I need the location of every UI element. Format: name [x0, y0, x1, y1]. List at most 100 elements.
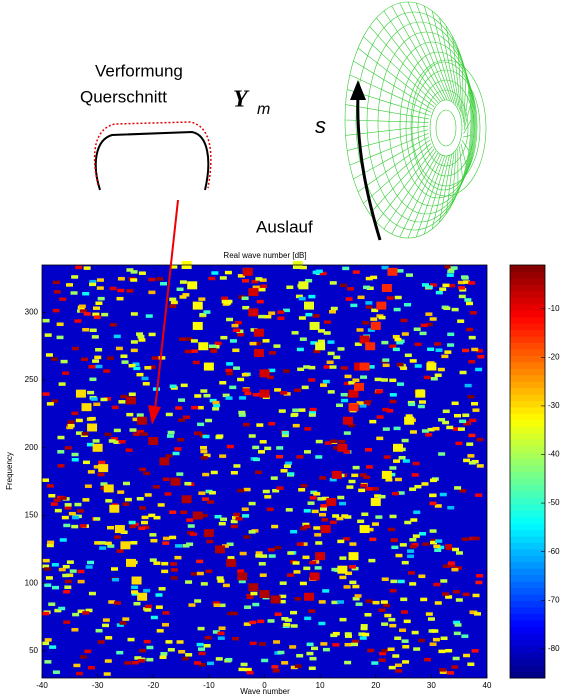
texture-cell: [254, 470, 262, 475]
texture-cell: [258, 450, 266, 454]
mesh-line: [369, 146, 433, 214]
mesh-line: [446, 153, 455, 214]
texture-cell: [82, 498, 90, 502]
texture-cell: [376, 415, 384, 419]
texture-cell: [461, 634, 469, 638]
texture-cell: [184, 481, 192, 486]
colorbar-slice: [510, 503, 545, 511]
texture-cell: [354, 342, 362, 346]
texture-cell: [466, 327, 474, 332]
texture-cell: [52, 280, 60, 285]
texture-cell: [42, 641, 50, 646]
texture-cell: [87, 390, 95, 395]
texture-cell: [299, 337, 307, 341]
texture-cell: [140, 520, 148, 525]
texture-cell: [143, 639, 151, 644]
texture-cell: [464, 298, 472, 302]
colorbar-slice: [510, 523, 545, 531]
texture-cell: [445, 546, 453, 551]
texture-cell: [97, 296, 105, 301]
texture-cell: [110, 437, 118, 441]
texture-cell: [319, 476, 327, 480]
colorbar-slice: [510, 348, 545, 356]
texture-cell: [268, 351, 276, 355]
texture-cell: [59, 297, 67, 301]
texture-cell: [185, 580, 193, 584]
texture-cell: [109, 323, 117, 327]
texture-cell: [208, 276, 216, 281]
texture-cell: [351, 566, 359, 571]
texture-cell: [224, 270, 232, 275]
x-axis-label: Wave number: [240, 687, 290, 696]
texture-cell: [218, 626, 226, 630]
colorbar-slice: [510, 471, 545, 479]
mesh-line: [431, 10, 457, 105]
chart-title: Real wave number [dB]: [223, 251, 306, 260]
texture-cell: [329, 281, 337, 285]
texture-cell: [358, 488, 366, 493]
texture-cell: [149, 558, 157, 562]
texture-cell: [82, 291, 90, 296]
texture-cell: [271, 524, 279, 529]
texture-cell: [458, 294, 466, 299]
texture-cell: [397, 382, 405, 386]
texture-cell: [169, 297, 177, 302]
texture-cell: [387, 527, 395, 532]
texture-cell: [468, 461, 476, 465]
colorbar-tick-label: -40: [548, 450, 560, 459]
texture-cell: [359, 473, 367, 477]
texture-cell: [389, 344, 397, 348]
texture-cell: [90, 397, 98, 401]
x-tick-label: 20: [371, 681, 380, 690]
texture-cell: [108, 439, 116, 443]
colorbar-slice: [510, 516, 545, 524]
texture-cell: [160, 281, 168, 286]
colorbar-slice: [510, 271, 545, 279]
texture-cell: [350, 642, 358, 647]
texture-cell: [176, 287, 184, 292]
texture-cell: [259, 573, 267, 577]
texture-cell: [319, 512, 327, 517]
texture-cell: [169, 535, 177, 540]
texture-cell: [467, 662, 475, 666]
texture-cell: [299, 526, 307, 531]
texture-cell: [64, 579, 72, 584]
texture-cell: [292, 561, 300, 565]
texture-cell: [282, 308, 290, 313]
mesh-ring: [410, 61, 478, 191]
texture-cell: [429, 317, 437, 321]
texture-cell: [409, 582, 417, 586]
texture-cell: [359, 404, 367, 408]
texture-cell: [139, 648, 147, 653]
texture-cell: [197, 422, 205, 427]
texture-cell: [124, 497, 132, 502]
colorbar-slice: [510, 265, 545, 272]
texture-cell: [46, 402, 54, 406]
texture-cell: [435, 348, 443, 352]
texture-cell: [392, 347, 400, 352]
texture-cell: [132, 432, 140, 436]
texture-cell: [420, 597, 428, 602]
texture-cell: [472, 536, 480, 541]
texture-cell: [130, 270, 138, 274]
texture-cell: [468, 433, 476, 438]
texture-cell: [476, 437, 484, 442]
texture-cell: [100, 482, 108, 486]
texture-cell: [71, 411, 79, 416]
ridge-cell: [109, 504, 120, 513]
texture-cell: [217, 579, 225, 583]
texture-cell: [71, 452, 79, 457]
texture-cell: [298, 296, 306, 301]
texture-cell: [188, 603, 196, 607]
texture-cell: [374, 377, 382, 382]
texture-cell: [315, 541, 323, 545]
texture-cell: [379, 651, 387, 656]
texture-cell: [258, 562, 266, 566]
texture-cell: [126, 289, 134, 293]
texture-cell: [294, 597, 302, 601]
texture-cell: [401, 560, 409, 565]
texture-cell: [220, 335, 228, 340]
texture-cell: [133, 601, 141, 606]
texture-cell: [365, 465, 373, 469]
texture-cell: [157, 503, 165, 507]
